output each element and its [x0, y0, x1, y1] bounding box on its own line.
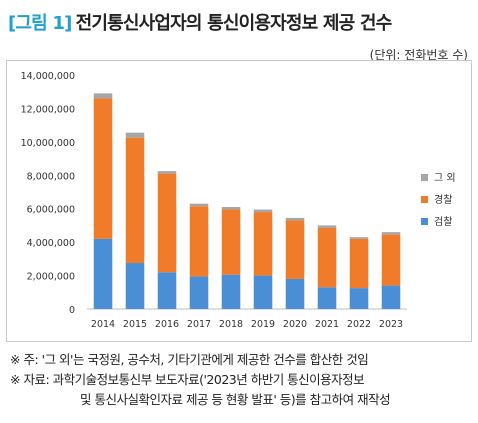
x-tick-label: 2023	[379, 319, 403, 330]
y-tick-label: 8,000,000	[27, 171, 75, 182]
x-tick-label: 2014	[91, 319, 115, 330]
y-tick-label: 0	[69, 305, 75, 316]
note-line: ※ 주: '그 외'는 국정원, 공수처, 기타기관에게 제공한 건수를 합산한…	[10, 352, 369, 367]
legend-swatch	[421, 174, 428, 181]
page-title: [그림 1] 전기통신사업자의 통신이용자정보 제공 건수	[8, 9, 393, 35]
bar-segment	[189, 206, 209, 277]
x-tick-label: 2017	[187, 319, 211, 330]
bar-segment	[381, 285, 401, 309]
legend-label: 그 외	[434, 172, 456, 184]
x-tick-label: 2020	[283, 319, 307, 330]
bar-segment	[253, 212, 273, 276]
bar-segment	[285, 278, 305, 309]
x-tick-label: 2019	[251, 319, 275, 330]
bar-segment	[157, 173, 177, 273]
bar-segment	[189, 276, 209, 309]
x-tick-label: 2021	[315, 319, 339, 330]
legend-label: 검찰	[434, 216, 452, 228]
bar-segment	[317, 227, 337, 288]
y-tick-label: 12,000,000	[21, 104, 75, 115]
bar-segment	[93, 238, 113, 309]
bar-segment	[253, 209, 273, 213]
bar-segment	[285, 217, 305, 221]
bar-segment	[221, 274, 241, 309]
y-tick-label: 14,000,000	[21, 71, 75, 82]
bar-segment	[317, 225, 337, 228]
x-tick-label: 2018	[219, 319, 243, 330]
y-tick-label: 10,000,000	[21, 138, 75, 149]
source-line-continued: 및 통신사실확인자료 제공 등 현황 발표' 등)를 참고하여 재작성	[80, 392, 391, 407]
bar-segment	[349, 237, 369, 239]
figure-number: [그림 1]	[8, 13, 72, 34]
chart-frame: 0 2,000,000 4,000,000 6,000,000 8,000,000 10,…	[6, 60, 472, 342]
x-tick-label: 2022	[347, 319, 371, 330]
legend-swatch	[421, 196, 428, 203]
legend-swatch	[421, 218, 428, 225]
bar-segment	[157, 272, 177, 309]
unit-label: (단위: 전화번호 수)	[369, 48, 468, 62]
bar-segment	[125, 132, 145, 138]
source-line: ※ 자료: 과학기술정보통신부 보도자료('2023년 하반기 통신이용자정보	[10, 372, 365, 387]
bar-segment	[157, 171, 177, 174]
bar-segment	[317, 287, 337, 309]
y-tick-label: 6,000,000	[27, 205, 75, 216]
y-tick-label: 2,000,000	[27, 272, 75, 283]
bar-segment	[93, 93, 113, 99]
bar-segment	[125, 137, 145, 264]
bar-segment	[349, 288, 369, 309]
bar-segment	[93, 98, 113, 239]
footnotes: ※ 주: '그 외'는 국정원, 공수처, 기타기관에게 제공한 건수를 합산한…	[10, 350, 472, 410]
bar-segment	[221, 207, 241, 210]
bar-segment	[349, 238, 369, 289]
bar-segment	[285, 220, 305, 279]
bar-segment	[221, 209, 241, 275]
stacked-bar-chart: 0 2,000,000 4,000,000 6,000,000 8,000,000 10,…	[21, 71, 456, 330]
bar-segment	[381, 232, 401, 235]
bar-segment	[253, 275, 273, 309]
x-tick-label: 2016	[155, 319, 179, 330]
legend-label: 경찰	[434, 193, 452, 206]
figure-title: 전기통신사업자의 통신이용자정보 제공 건수	[75, 13, 393, 34]
bar-segment	[189, 203, 209, 207]
bar-segment	[125, 263, 145, 309]
x-tick-label: 2015	[123, 319, 147, 330]
y-tick-label: 4,000,000	[27, 238, 75, 249]
bar-segment	[381, 234, 401, 286]
